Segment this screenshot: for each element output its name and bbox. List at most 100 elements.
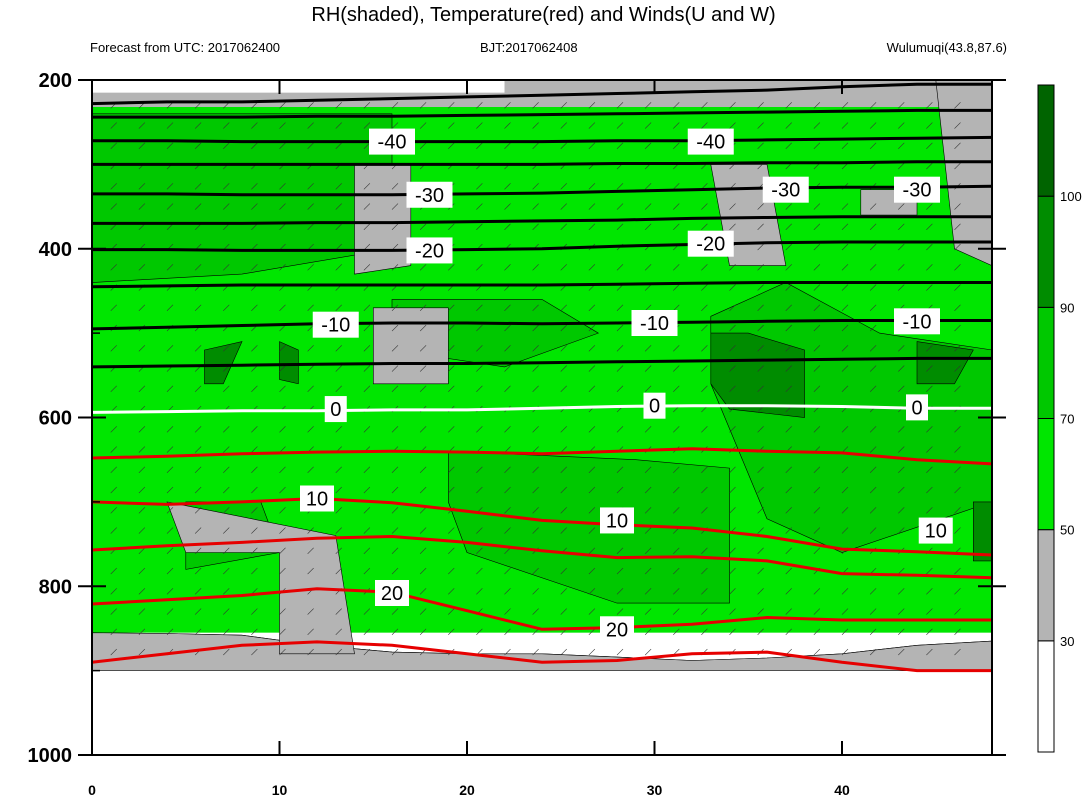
wind-barb (504, 102, 511, 109)
wind-barb (476, 588, 483, 595)
wind-barb (138, 264, 146, 271)
wind-barb (869, 446, 877, 453)
wind-barb (166, 183, 174, 190)
wind-barb (363, 648, 371, 656)
wind-barb (841, 243, 849, 251)
wind-barb (644, 588, 652, 595)
colorbar-segment (1037, 418, 1055, 531)
wind-barb (813, 324, 821, 332)
wind-barb (954, 486, 961, 494)
wind-barb (419, 385, 427, 393)
wind-barb (701, 628, 708, 636)
wind-barb (363, 223, 371, 231)
wind-barb (532, 588, 539, 595)
wind-barb (841, 264, 849, 271)
wind-barb (504, 648, 511, 656)
wind-barb (954, 527, 961, 534)
wind-barb (419, 304, 427, 312)
wind-barb (194, 588, 202, 595)
wind-barb (307, 324, 314, 332)
wind-barb (616, 588, 624, 595)
wind-barb (223, 446, 230, 453)
wind-barb (926, 446, 933, 453)
wind-barb (504, 486, 511, 494)
wind-barb (138, 507, 146, 514)
wind-barb (166, 426, 174, 433)
wind-barb (194, 142, 202, 150)
wind-barb (223, 304, 230, 312)
wind-barb (785, 324, 792, 332)
wind-barb (588, 102, 596, 109)
wind-barb (785, 628, 792, 636)
wind-barb (560, 426, 567, 433)
temperature-contour-7 (91, 587, 992, 631)
wind-barb (363, 365, 371, 372)
wind-barb (588, 426, 596, 433)
wind-barb (363, 183, 371, 190)
contour-label-box (687, 230, 734, 257)
wind-barb (701, 284, 708, 291)
temperature-contour-4 (91, 319, 992, 331)
wind-barb (279, 385, 286, 393)
wind-barb (926, 284, 933, 291)
wind-barb (560, 507, 567, 514)
wind-barb (279, 648, 286, 656)
wind-barb (757, 547, 764, 555)
wind-barb (954, 284, 961, 291)
wind-barb (391, 365, 399, 372)
wind-barb (729, 345, 736, 352)
wind-barb (251, 567, 258, 575)
temperature-contour-3 (92, 240, 992, 252)
wind-barb (926, 648, 933, 656)
wind-barb (448, 223, 455, 231)
wind-barb (729, 385, 736, 393)
wind-barb (504, 122, 511, 129)
wind-barb (476, 426, 483, 433)
colorbar: 30 50 70 90 100 (1037, 84, 1082, 753)
wind-barb (194, 507, 202, 514)
wind-barb (785, 243, 792, 251)
wind-barb (841, 304, 849, 312)
wind-barb (588, 648, 596, 656)
wind-barb (532, 264, 539, 271)
wind-barb (673, 426, 680, 433)
wind-barb (757, 284, 764, 291)
wind-barb (869, 304, 877, 312)
wind-barb (138, 426, 146, 433)
wind-barb (307, 183, 314, 190)
wind-barb (729, 608, 736, 615)
contour-label: 0 (649, 396, 660, 418)
temperature-contour-2 (92, 184, 993, 197)
wind-barb (813, 588, 821, 595)
wind-barb (785, 284, 792, 291)
wind-barb (701, 547, 708, 555)
wind-barb (757, 243, 764, 251)
wind-barb (307, 567, 314, 575)
wind-barb (954, 162, 961, 170)
bjt-label: BJT:2017062408 (480, 40, 578, 55)
wind-barb (419, 345, 427, 352)
wind-barb (616, 122, 624, 129)
wind-barb (419, 608, 427, 615)
wind-barb (419, 507, 427, 514)
wind-barb (110, 142, 117, 150)
wind-barb (166, 466, 174, 474)
wind-barb (110, 466, 117, 474)
wind-barb (532, 142, 539, 150)
wind-barb (898, 223, 905, 231)
wind-barb (504, 304, 511, 312)
wind-barb (363, 466, 371, 474)
wind-barb (869, 648, 877, 656)
x-tick-label: 10 (272, 782, 288, 798)
wind-barb (448, 385, 455, 393)
wind-barb (138, 466, 146, 474)
contour-label: -40 (378, 132, 407, 154)
wind-barb (926, 385, 933, 393)
wind-barb (701, 203, 708, 210)
wind-barb (644, 385, 652, 393)
wind-barb (391, 385, 399, 393)
contour-label: 0 (330, 399, 341, 421)
wind-barb (926, 567, 933, 575)
wind-barb (757, 203, 764, 210)
wind-barb (673, 567, 680, 575)
